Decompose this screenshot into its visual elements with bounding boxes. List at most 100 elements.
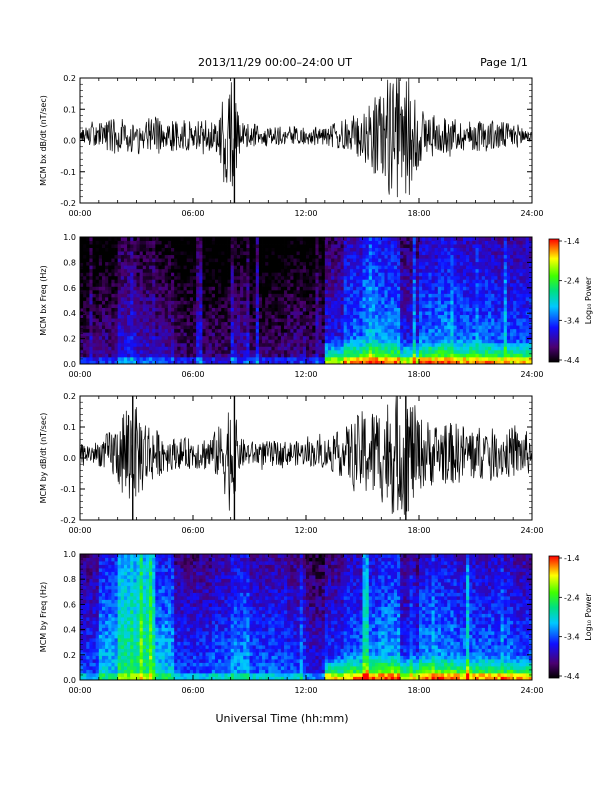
heatmap-cell: [494, 321, 498, 326]
heatmap-cell: [196, 325, 200, 330]
heatmap-cell: [321, 328, 326, 333]
heatmap-cell: [327, 314, 332, 319]
heatmap-cell: [158, 360, 163, 365]
heatmap-cell: [262, 328, 266, 333]
heatmap-cell: [450, 293, 454, 298]
heatmap-cell: [334, 265, 338, 270]
heatmap-cell: [456, 258, 461, 263]
x-tick-label: 18:00: [407, 209, 430, 218]
heatmap-cell: [161, 321, 166, 326]
heatmap-cell: [221, 261, 225, 266]
heatmap-cell: [211, 247, 216, 252]
heatmap-cell: [393, 307, 398, 312]
heatmap-cell: [255, 272, 260, 277]
heatmap-cell: [196, 279, 200, 284]
heatmap-cell: [167, 254, 172, 259]
heatmap-cell: [183, 360, 188, 365]
heatmap-cell: [186, 356, 191, 361]
heatmap-cell: [315, 286, 319, 291]
heatmap-cell: [481, 279, 486, 284]
heatmap-cell: [312, 258, 316, 263]
heatmap-cell: [500, 275, 505, 280]
heatmap-cell: [101, 251, 106, 256]
heatmap-cell: [271, 237, 276, 241]
heatmap-cell: [431, 356, 436, 361]
heatmap-cell: [127, 286, 131, 291]
heatmap-cell: [252, 258, 257, 263]
heatmap-cell: [381, 349, 385, 354]
heatmap-cell: [318, 325, 323, 330]
heatmap-cell: [375, 275, 379, 280]
heatmap-cell: [240, 244, 244, 248]
heatmap-cell: [412, 311, 417, 316]
heatmap-cell: [315, 342, 319, 347]
heatmap-cell: [205, 251, 210, 256]
heatmap-cell: [324, 289, 329, 294]
heatmap-cell: [142, 261, 147, 266]
heatmap-cell: [243, 356, 247, 361]
heatmap-cell: [142, 293, 147, 298]
heatmap-cell: [208, 321, 213, 326]
heatmap-cell: [101, 346, 106, 351]
heatmap-cell: [422, 335, 426, 340]
heatmap-cell: [186, 325, 191, 330]
heatmap-cell: [356, 282, 360, 287]
heatmap-cell: [312, 296, 316, 301]
heatmap-cell: [299, 314, 304, 319]
heatmap-cell: [105, 335, 109, 340]
heatmap-cell: [280, 360, 285, 365]
heatmap-cell: [412, 314, 417, 319]
heatmap-cell: [334, 296, 338, 301]
heatmap-cell: [86, 346, 90, 351]
heatmap-cell: [123, 353, 128, 358]
heatmap-cell: [378, 304, 382, 308]
heatmap-cell: [268, 254, 272, 259]
heatmap-cell: [221, 275, 225, 280]
heatmap-cell: [145, 251, 150, 256]
heatmap-cell: [145, 304, 150, 308]
heatmap-cell: [224, 254, 228, 259]
heatmap-cell: [447, 279, 451, 284]
heatmap-cell: [315, 261, 319, 266]
heatmap-cell: [130, 353, 134, 358]
heatmap-cell: [397, 286, 401, 291]
heatmap-cell: [302, 300, 307, 305]
heatmap-cell: [290, 335, 294, 340]
heatmap-cell: [246, 240, 250, 245]
heatmap-cell: [387, 237, 392, 241]
heatmap-cell: [180, 300, 184, 305]
heatmap-cell: [117, 332, 122, 337]
heatmap-cell: [466, 261, 470, 266]
heatmap-cell: [331, 346, 335, 351]
heatmap-cell: [437, 353, 442, 358]
heatmap-cell: [92, 339, 97, 344]
heatmap-cell: [393, 321, 398, 326]
heatmap-cell: [105, 272, 109, 277]
heatmap-cell: [488, 332, 492, 337]
heatmap-cell: [230, 296, 235, 301]
heatmap-cell: [117, 237, 122, 241]
heatmap-cell: [290, 360, 294, 365]
heatmap-cell: [227, 286, 232, 291]
heatmap-cell: [89, 360, 93, 365]
heatmap-cell: [353, 339, 357, 344]
heatmap-cell: [268, 258, 272, 263]
heatmap-cell: [208, 282, 213, 287]
bx-dbdt-panel: 00:00 06:00 12:00 18:00 24:00-0.2-0.10.00.10…: [39, 74, 544, 218]
heatmap-cell: [447, 332, 451, 337]
heatmap-cell: [123, 237, 128, 241]
heatmap-cell: [246, 314, 250, 319]
heatmap-cell: [108, 296, 112, 301]
heatmap-cell: [362, 353, 367, 358]
heatmap-cell: [393, 346, 398, 351]
heatmap-cell: [415, 293, 420, 298]
heatmap-cell: [312, 328, 316, 333]
heatmap-cell: [353, 318, 357, 323]
heatmap-cell: [324, 265, 329, 270]
heatmap-cell: [484, 296, 489, 301]
heatmap-cell: [390, 346, 395, 351]
heatmap-cell: [139, 265, 144, 270]
heatmap-cell: [484, 321, 489, 326]
heatmap-cell: [152, 296, 156, 301]
heatmap-cell: [214, 272, 219, 277]
